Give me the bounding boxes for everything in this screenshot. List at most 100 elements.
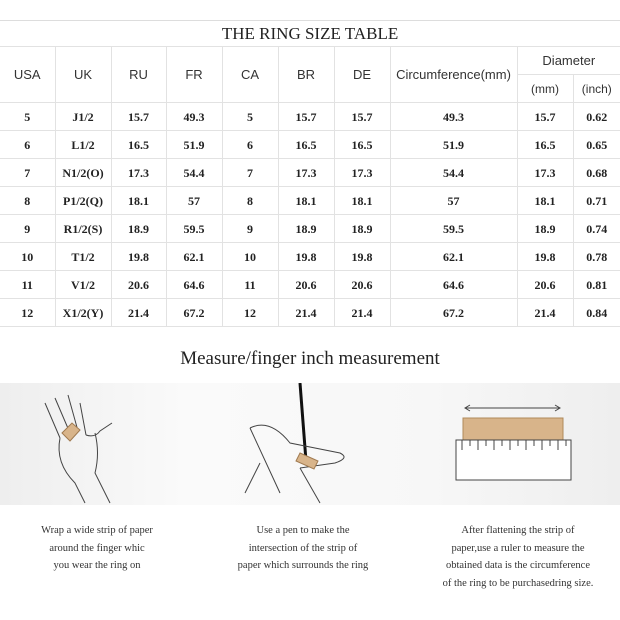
table-cell: 57 [165,186,223,215]
table-cell: 15.7 [333,102,391,131]
table-cell: 21.4 [110,298,167,327]
table-cell: 8 [221,186,279,215]
table-cell: 9 [0,214,56,243]
step-3-caption: After flattening the strip of paper,use a… [442,525,594,589]
column-header: CA [221,46,279,103]
table-cell: 12 [0,298,56,327]
table-cell: N1/2(O) [54,158,112,187]
table-cell: 10 [221,242,279,271]
table-cell: 6 [221,130,279,159]
table-cell: 54.4 [165,158,223,187]
table-cell: 18.9 [277,214,335,243]
table-cell: 18.9 [516,214,574,243]
table-cell: 0.71 [572,186,620,215]
column-header: USA [0,46,56,103]
table-row: 12 X1/2(Y) 21.4 67.2 12 21.4 21.4 67.2 21.4 0.84 [0,298,620,327]
table-cell: 0.81 [572,270,620,299]
table-cell: 21.4 [333,298,391,327]
table-row: 7 N1/2(O) 17.3 54.4 7 17.3 17.3 54.4 17.3 0.68 [0,158,620,187]
table-cell: 67.2 [165,298,223,327]
table-cell: 49.3 [165,102,223,131]
column-header: RU [110,46,167,103]
table-cell: 18.1 [277,186,335,215]
column-header: Diameter [516,46,620,75]
table-cell: R1/2(S) [54,214,112,243]
table-cell: 64.6 [389,270,518,299]
table-cell: L1/2 [54,130,112,159]
table-cell: 17.3 [110,158,167,187]
table-cell: 0.62 [572,102,620,131]
table-cell: 54.4 [389,158,518,187]
table-cell: 19.8 [516,242,574,271]
table-cell: 20.6 [110,270,167,299]
ruler-icon [455,404,572,481]
table-row: 8 P1/2(Q) 18.1 57 8 18.1 18.1 57 18.1 0.71 [0,186,620,215]
table-cell: 16.5 [277,130,335,159]
column-header: Circumference(mm) [389,46,518,103]
table-cell: 16.5 [333,130,391,159]
table-cell: 6 [0,130,56,159]
table-cell: 15.7 [277,102,335,131]
table-cell: 0.68 [572,158,620,187]
table-cell: 51.9 [165,130,223,159]
table-cell: 0.65 [572,130,620,159]
table-cell: 49.3 [389,102,518,131]
table-cell: 21.4 [516,298,574,327]
table-cell: 17.3 [277,158,335,187]
table-row: 5 J1/2 15.7 49.3 5 15.7 15.7 49.3 15.7 0.62 [0,102,620,131]
table-cell: 18.1 [110,186,167,215]
table-cell: 62.1 [165,242,223,271]
table-cell: 18.1 [333,186,391,215]
table-row: 11 V1/2 20.6 64.6 11 20.6 20.6 64.6 20.6 0.81 [0,270,620,299]
table-cell: 0.84 [572,298,620,327]
table-cell: 7 [221,158,279,187]
column-header: UK [54,46,112,103]
measure-title: Measure/finger inch measurement [180,348,440,369]
table-cell: 5 [0,102,56,131]
table-cell: 12 [221,298,279,327]
table-cell: 0.74 [572,214,620,243]
table-cell: V1/2 [54,270,112,299]
table-cell: 16.5 [110,130,167,159]
sub-header: (mm) [517,74,574,103]
table-row: 10 T1/2 19.8 62.1 10 19.8 19.8 62.1 19.8 0.78 [0,242,620,271]
table-cell: 20.6 [277,270,335,299]
column-header: FR [165,46,223,103]
table-cell: 11 [0,270,56,299]
table-cell: 18.1 [516,186,574,215]
table-cell: 57 [389,186,518,215]
table-cell: 8 [0,186,56,215]
table-cell: 21.4 [277,298,335,327]
table-cell: 62.1 [389,242,518,271]
table-cell: 64.6 [165,270,223,299]
table-cell: 19.8 [333,242,391,271]
column-header: BR [277,46,335,103]
table-cell: 20.6 [516,270,574,299]
hand-wrap-icon [44,394,113,504]
ring-size-table: THE RING SIZE TABLE USA UK RU FR CA BR DE Circu… [0,20,620,327]
table-cell: 19.8 [110,242,167,271]
table-cell: 17.3 [333,158,391,187]
table-cell: P1/2(Q) [54,186,112,215]
step-1-caption: Wrap a wide strip of paper around the fin… [41,525,153,571]
table-cell: 7 [0,158,56,187]
table-cell: 59.5 [165,214,223,243]
table-title: THE RING SIZE TABLE [0,20,620,47]
table-cell: 5 [221,102,279,131]
table-cell: 15.7 [110,102,167,131]
table-cell: 16.5 [516,130,574,159]
table-cell: 19.8 [277,242,335,271]
table-cell: 15.7 [516,102,574,131]
table-cell: 18.9 [333,214,391,243]
column-header: DE [333,46,391,103]
table-cell: X1/2(Y) [54,298,112,327]
table-cell: T1/2 [54,242,112,271]
table-cell: 9 [221,214,279,243]
table-cell: 0.78 [572,242,620,271]
table-cell: 11 [221,270,279,299]
step-2-caption: Use a pen to make the intersection of the… [237,525,369,571]
sub-header: (inch) [572,74,620,103]
table-cell: 51.9 [389,130,518,159]
illustration-band [0,382,620,505]
table-cell: 18.9 [110,214,167,243]
